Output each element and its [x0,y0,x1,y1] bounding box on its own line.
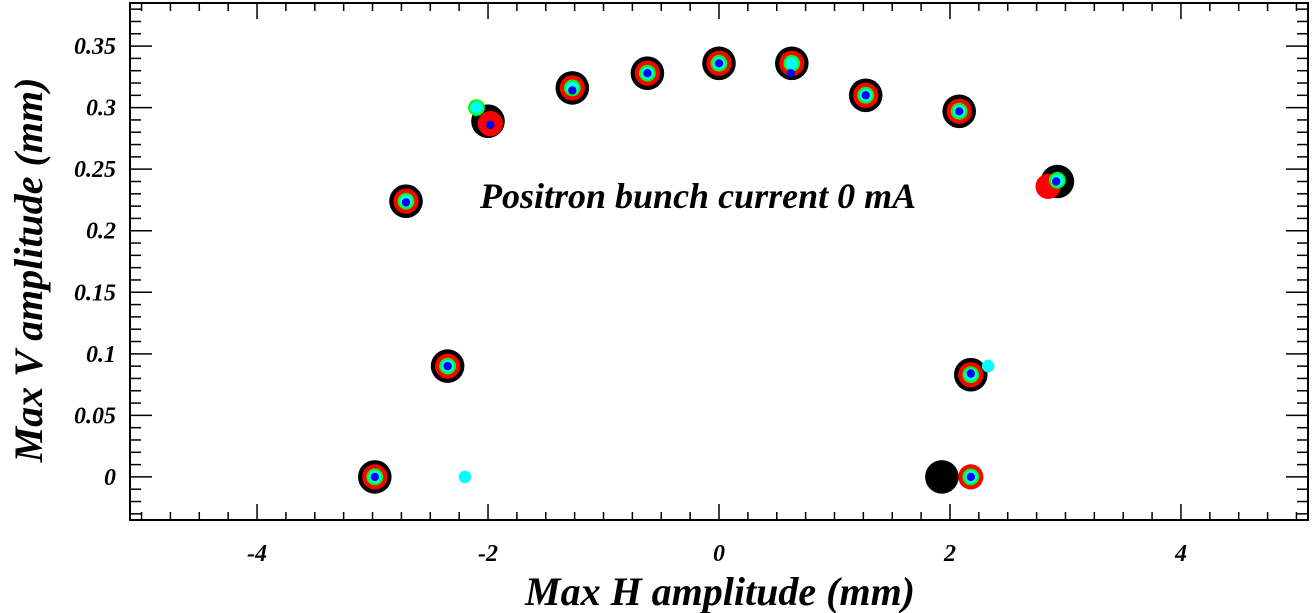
y-tick-label: 0.15 [74,280,116,306]
data-markers [358,46,1075,494]
data-point [470,101,483,114]
y-tick-label: 0.2 [86,219,116,245]
axis-tick-labels: -4 -2 0 2 4 0 0.05 0.1 0.15 0.2 0.25 0.3 0.35 [74,34,1187,567]
y-tick-label: 0.05 [74,403,116,429]
x-tick-label: -4 [247,541,267,567]
data-point [443,361,452,371]
y-tick-label: 0.35 [74,34,116,60]
data-point [785,57,799,70]
annotation-text: Positron bunch current 0 mA [479,176,916,216]
data-point [458,470,472,484]
y-tick-label: 0 [104,465,116,491]
x-tick-label: 0 [713,541,725,567]
data-point [370,472,379,482]
data-point [1052,177,1061,186]
data-point [966,369,975,378]
data-point [714,59,724,68]
data-point [486,120,495,130]
y-tick-label: 0.1 [86,342,116,368]
data-point [643,69,652,78]
data-point [568,86,577,95]
data-point [955,107,964,116]
y-axis-title: Max V amplitude (mm) [6,78,51,464]
x-tick-label: 4 [1174,541,1187,567]
data-point [925,460,959,494]
data-point [401,198,411,207]
data-point [861,91,870,100]
x-tick-label: -2 [478,541,498,567]
data-point [981,359,995,373]
data-point [786,69,795,78]
axis-ticks [130,3,1308,520]
y-tick-label: 0.3 [86,96,116,122]
y-tick-label: 0.25 [74,157,116,183]
plot-frame [129,2,1309,521]
x-axis-title: Max H amplitude (mm) [524,569,915,613]
x-tick-label: 2 [943,541,956,567]
data-point [966,472,975,482]
